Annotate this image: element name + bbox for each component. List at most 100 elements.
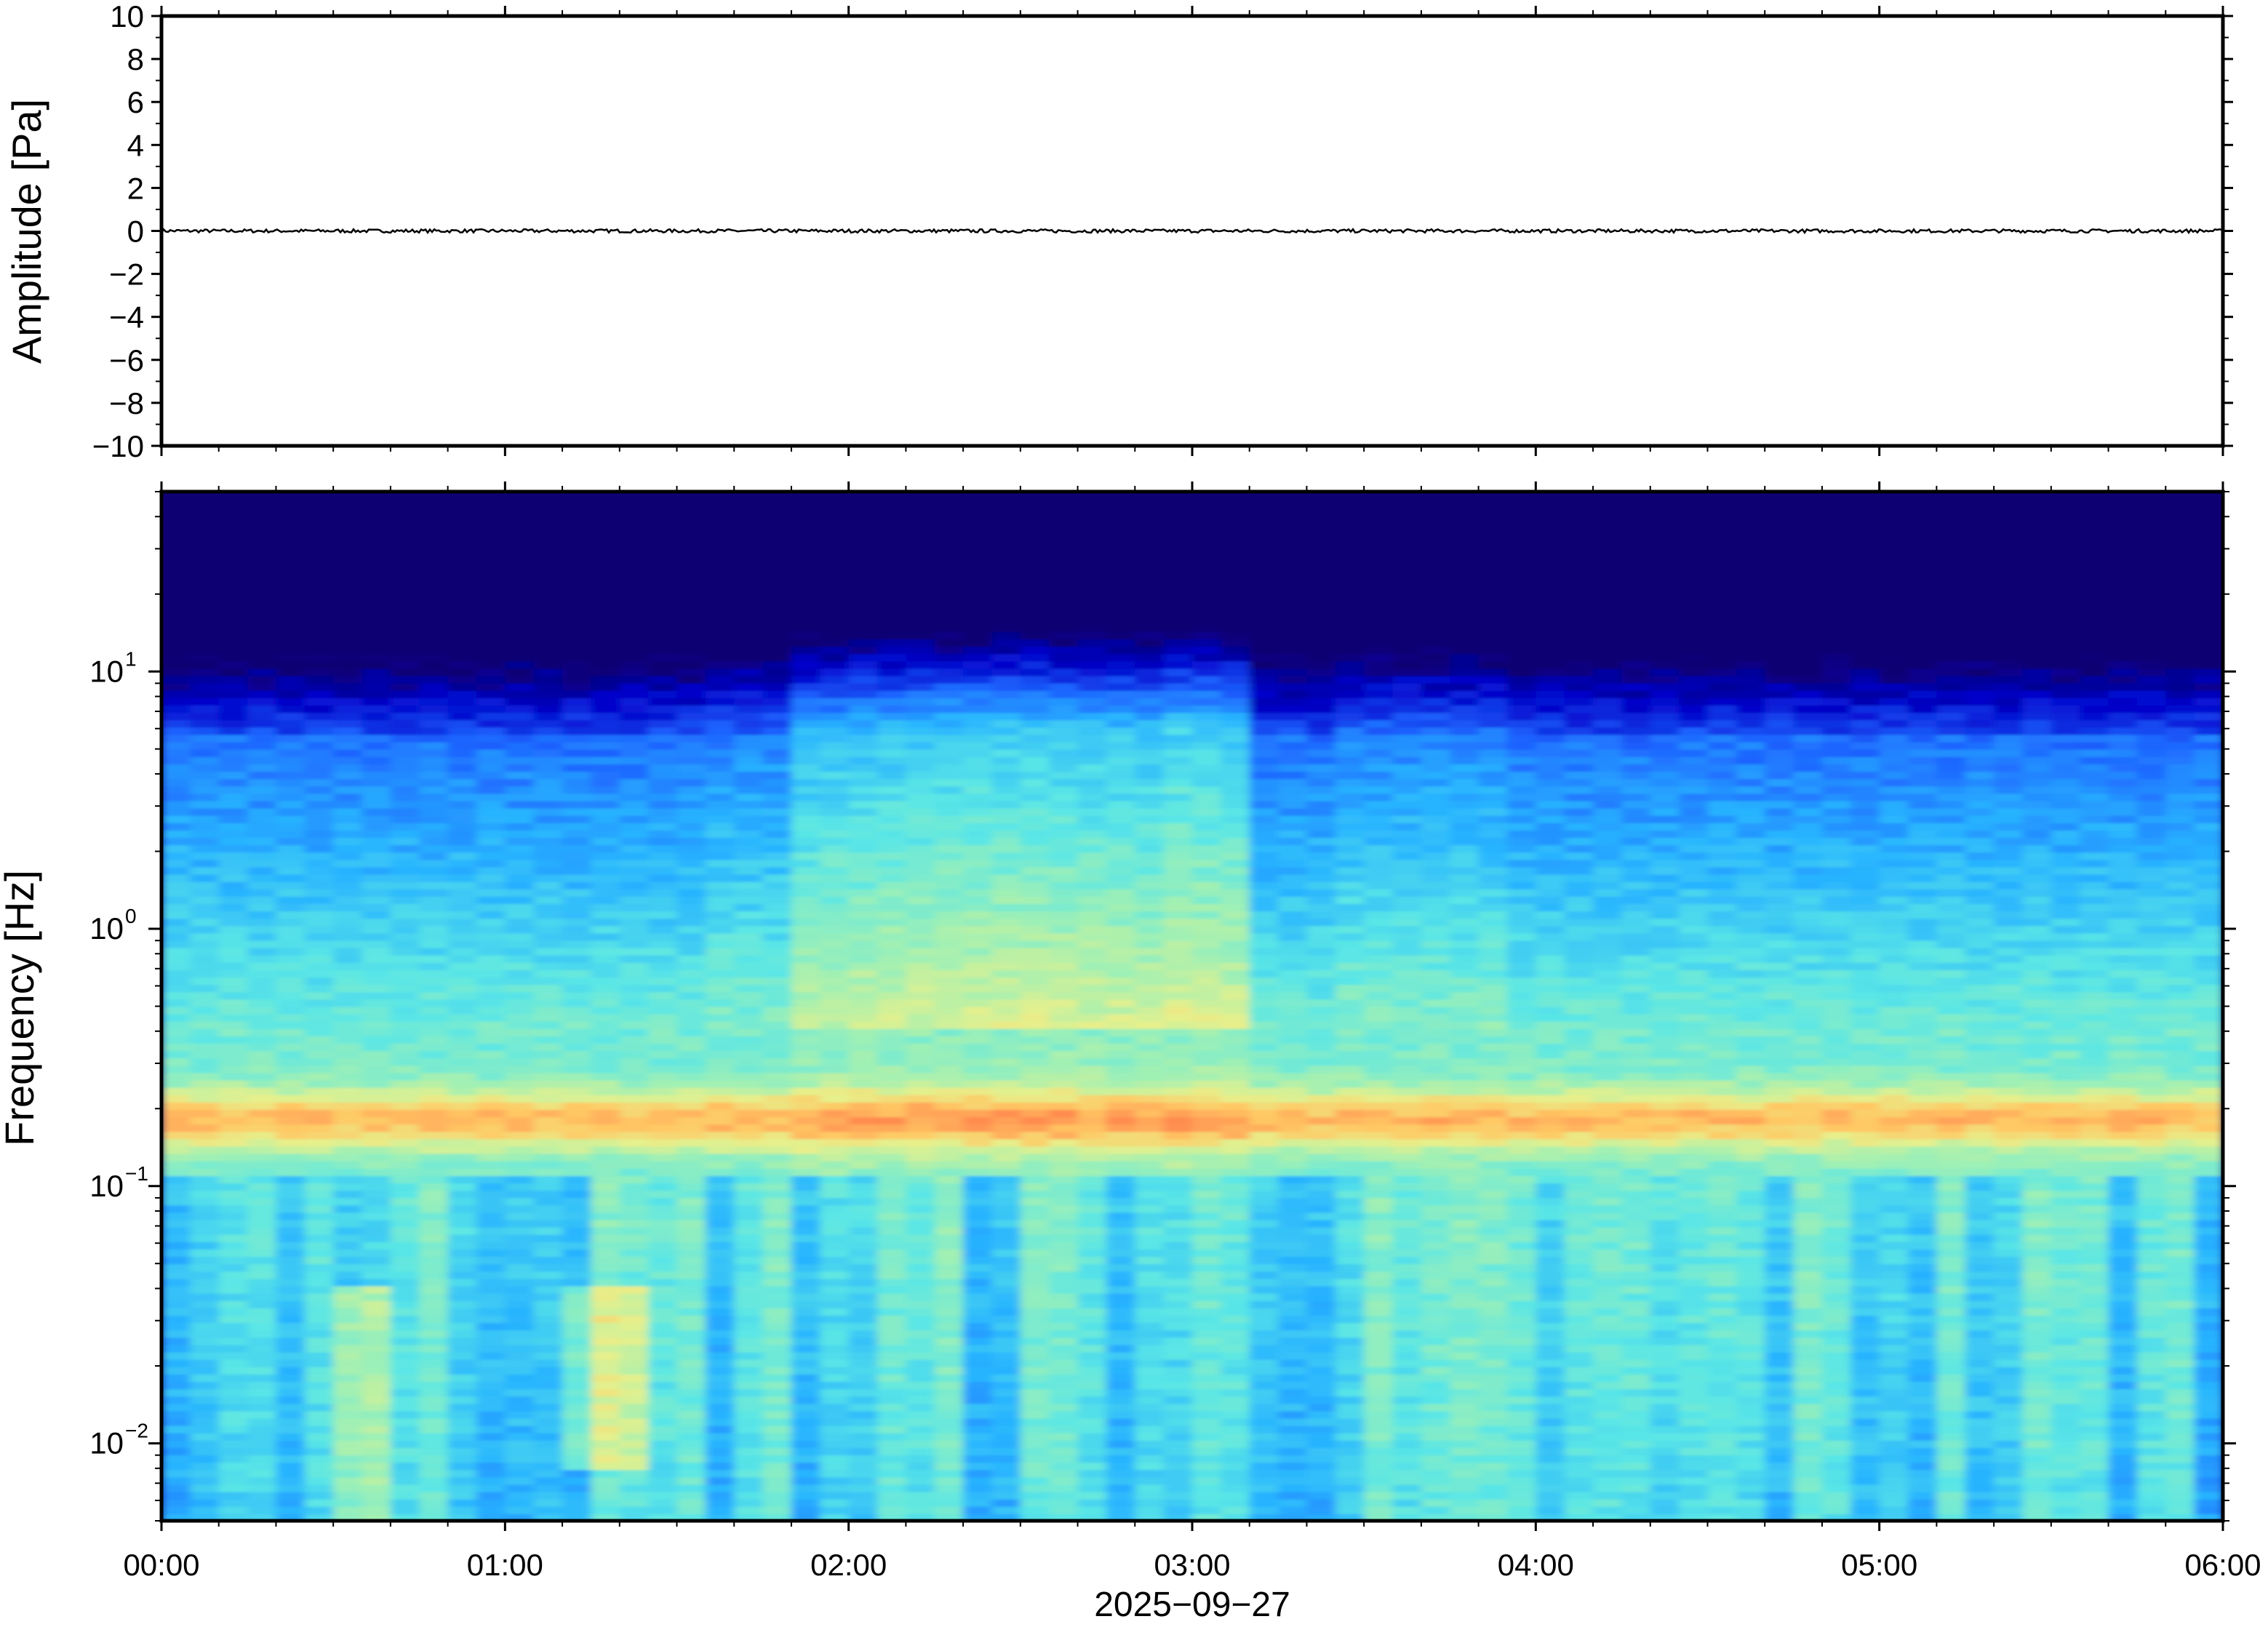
spectrogram-cell bbox=[906, 1095, 935, 1103]
spectrogram-cell bbox=[992, 719, 1021, 727]
spectrogram-cell bbox=[276, 1433, 305, 1441]
spectrogram-cell bbox=[706, 764, 735, 772]
spectrogram-cell bbox=[734, 1337, 763, 1345]
spectrogram-cell bbox=[677, 705, 706, 713]
spectrogram-cell bbox=[161, 1161, 191, 1169]
spectrogram-cell bbox=[849, 882, 878, 890]
spectrogram-cell bbox=[534, 697, 563, 705]
spectrogram-cell bbox=[247, 1102, 276, 1110]
spectrogram-cell bbox=[247, 1043, 276, 1051]
spectrogram-cell bbox=[791, 1116, 820, 1124]
spectrogram-cell bbox=[992, 823, 1021, 831]
spectrogram-cell bbox=[448, 815, 477, 823]
spectrogram-cell bbox=[992, 1190, 1021, 1198]
spectrogram-cell bbox=[620, 940, 649, 948]
spectrogram-cell bbox=[1135, 1433, 1164, 1441]
spectrogram-cell bbox=[906, 1300, 935, 1308]
spectrogram-cell bbox=[591, 1469, 620, 1477]
spectrogram-cell bbox=[562, 1381, 591, 1389]
spectrogram-cell bbox=[276, 1344, 305, 1352]
spectrogram-cell bbox=[620, 1183, 649, 1191]
spectrogram-cell bbox=[935, 595, 964, 603]
spectrogram-cell bbox=[620, 712, 649, 720]
spectrogram-cell bbox=[305, 925, 334, 933]
spectrogram-cell bbox=[333, 565, 362, 573]
spectrogram-cell bbox=[333, 1403, 362, 1411]
spectrogram-cell bbox=[906, 1131, 935, 1139]
spectrogram-cell bbox=[1049, 697, 1078, 705]
spectrogram-cell bbox=[1106, 859, 1135, 867]
spectrogram-cell bbox=[476, 735, 506, 743]
spectrogram-cell bbox=[333, 1087, 362, 1095]
spectrogram-cell bbox=[935, 580, 964, 588]
spectrogram-cell bbox=[362, 1433, 391, 1441]
spectrogram-cell bbox=[763, 1168, 792, 1176]
spectrogram-cell bbox=[992, 712, 1021, 720]
spectrogram-cell bbox=[877, 867, 906, 875]
spectrogram-cell bbox=[906, 705, 935, 713]
spectrogram-cell bbox=[219, 1447, 248, 1455]
spectrogram-cell bbox=[877, 977, 906, 985]
spectrogram-cell bbox=[305, 1352, 334, 1360]
spectrogram-cell bbox=[419, 661, 448, 669]
spectrogram-cell bbox=[219, 940, 248, 948]
spectrogram-cell bbox=[1021, 1065, 1050, 1073]
spectrogram-cell bbox=[935, 602, 964, 610]
spectrogram-cell bbox=[219, 1197, 248, 1205]
spectrogram-cell bbox=[305, 756, 334, 764]
spectrogram-cell bbox=[763, 1308, 792, 1316]
spectrogram-cell bbox=[247, 896, 276, 904]
spectrogram-cell bbox=[333, 1462, 362, 1470]
spectrogram-cell bbox=[906, 918, 935, 926]
spectrogram-cell bbox=[906, 962, 935, 970]
spectrogram-cell bbox=[190, 631, 219, 639]
spectrogram-cell bbox=[305, 676, 334, 684]
spectrogram-cell bbox=[305, 529, 334, 537]
spectrogram-cell bbox=[419, 1403, 448, 1411]
spectrogram-cell bbox=[1135, 1146, 1164, 1154]
spectrogram-cell bbox=[591, 1168, 620, 1176]
spectrogram-cell bbox=[448, 793, 477, 801]
spectrogram-cell bbox=[247, 558, 276, 566]
spectrogram-cell bbox=[620, 955, 649, 963]
spectrogram-cell bbox=[305, 977, 334, 985]
spectrogram-cell bbox=[562, 903, 591, 911]
spectrogram-cell bbox=[391, 1116, 420, 1124]
spectrogram-cell bbox=[333, 1330, 362, 1338]
spectrogram-cell bbox=[648, 697, 677, 705]
spectrogram-cell bbox=[362, 1190, 391, 1198]
spectrogram-cell bbox=[476, 1131, 506, 1139]
spectrogram-cell bbox=[734, 1462, 763, 1470]
spectrogram-cell bbox=[591, 1300, 620, 1308]
spectrogram-cell bbox=[419, 1455, 448, 1463]
spectrogram-cell bbox=[677, 1388, 706, 1396]
spectrogram-cell bbox=[648, 1116, 677, 1124]
spectrogram-cell bbox=[161, 852, 191, 860]
spectrogram-cell bbox=[562, 1447, 591, 1455]
spectrogram-cell bbox=[591, 1293, 620, 1301]
spectrogram-cell bbox=[161, 676, 191, 684]
spectrogram-cell bbox=[706, 1131, 735, 1139]
spectrogram-cell bbox=[620, 1359, 649, 1367]
spectrogram-cell bbox=[419, 1374, 448, 1382]
spectrogram-cell bbox=[906, 1021, 935, 1029]
spectrogram-cell bbox=[1106, 852, 1135, 860]
spectrogram-cell bbox=[935, 1330, 964, 1338]
spectrogram-cell bbox=[963, 1014, 992, 1022]
spectrogram-cell bbox=[391, 859, 420, 867]
spectrogram-cell bbox=[791, 1050, 820, 1058]
spectrogram-cell bbox=[276, 852, 305, 860]
spectrogram-cell bbox=[391, 521, 420, 529]
spectrogram-cell bbox=[935, 1440, 964, 1448]
spectrogram-cell bbox=[276, 551, 305, 559]
spectrogram-cell bbox=[706, 940, 735, 948]
spectrogram-cell bbox=[935, 1484, 964, 1492]
spectrogram-cell bbox=[333, 955, 362, 963]
spectrogram-cell bbox=[1021, 801, 1050, 809]
spectrogram-cell bbox=[190, 1344, 219, 1352]
spectrogram-cell bbox=[419, 918, 448, 926]
spectrogram-cell bbox=[1078, 1286, 1107, 1294]
spectrogram-cell bbox=[419, 991, 448, 999]
spectrogram-cell bbox=[1049, 1337, 1078, 1345]
spectrogram-cell bbox=[820, 962, 849, 970]
